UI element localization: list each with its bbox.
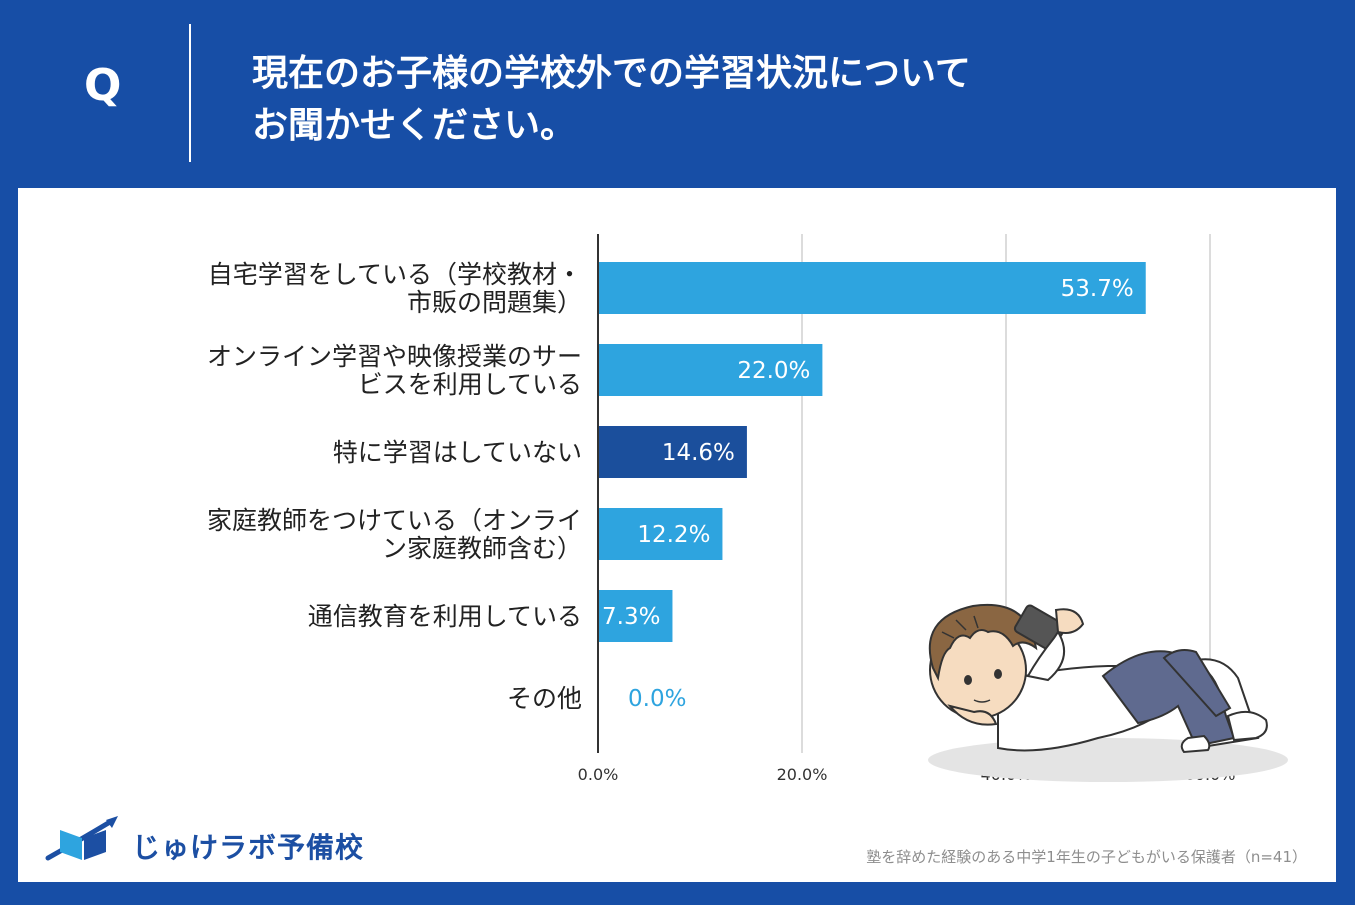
header-divider (189, 24, 191, 162)
value-label: 14.6% (662, 440, 735, 466)
category-label: 家庭教師をつけている（オンライ (207, 506, 582, 535)
header: Q 現在のお子様の学校外での学習状況について お聞かせください。 (0, 0, 1355, 186)
child-lying-with-phone-icon (928, 603, 1288, 782)
chart-panel: 0.0%20.0%40.0%60.0%53.7%自宅学習をしている（学校教材・市… (18, 188, 1336, 882)
x-tick-label: 20.0% (777, 765, 828, 784)
category-label: ビスを利用している (358, 370, 582, 399)
category-label: ン家庭教師含む） (382, 534, 582, 563)
category-label: オンライン学習や映像授業のサー (207, 342, 582, 371)
logo-book-icon (45, 816, 118, 861)
category-label: 市販の問題集） (407, 288, 582, 317)
footnote: 塾を辞めた経験のある中学1年生の子どもがいる保護者（n=41） (866, 848, 1307, 866)
value-label: 7.3% (602, 604, 660, 630)
bar (598, 262, 1146, 314)
category-label: 特に学習はしていない (333, 438, 582, 467)
bar (598, 344, 823, 396)
value-label: 53.7% (1061, 276, 1134, 302)
question-line-1: 現在のお子様の学校外での学習状況について (252, 53, 971, 94)
bar (598, 590, 673, 642)
category-label: 自宅学習をしている（学校教材・ (208, 260, 582, 289)
bar (598, 508, 723, 560)
logo-text: じゅけラボ予備校 (132, 831, 365, 864)
q-mark: Q (84, 60, 122, 111)
question-title: 現在のお子様の学校外での学習状況について お聞かせください。 (252, 48, 1152, 152)
bar (598, 426, 747, 478)
category-label: 通信教育を利用している (308, 602, 582, 631)
value-label: 22.0% (737, 358, 810, 384)
x-tick-label: 0.0% (578, 765, 619, 784)
category-label: その他 (507, 684, 582, 713)
bar-chart: 0.0%20.0%40.0%60.0%53.7%自宅学習をしている（学校教材・市… (207, 234, 1235, 784)
question-line-2: お聞かせください。 (252, 105, 577, 146)
value-label: 12.2% (637, 522, 710, 548)
value-label: 0.0% (628, 686, 686, 712)
